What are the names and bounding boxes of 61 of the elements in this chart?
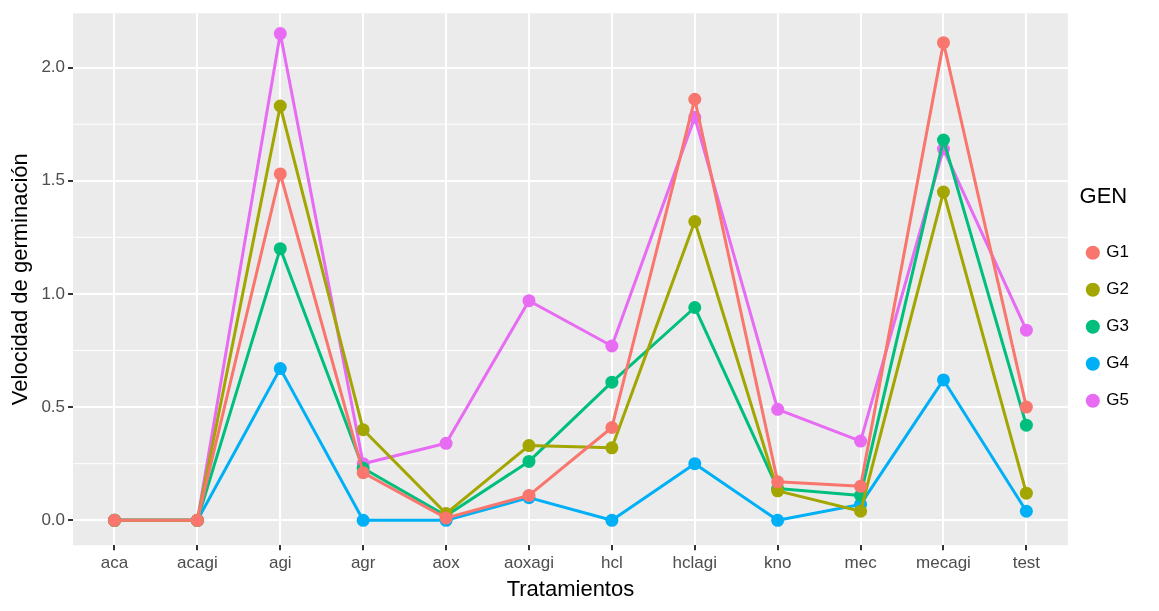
x-axis-title: Tratamientos (506, 575, 635, 601)
legend-label: G3 (1106, 316, 1130, 336)
point (1019, 418, 1033, 432)
point (1019, 323, 1033, 337)
x-tick-label: agi (268, 553, 292, 573)
x-tick-label: test (1012, 553, 1041, 573)
x-tick-label: acagi (177, 553, 218, 573)
point (605, 420, 619, 434)
x-tick-label: kno (763, 553, 792, 573)
point (605, 375, 619, 389)
legend-label: G4 (1106, 353, 1130, 373)
point (854, 479, 868, 493)
point (356, 423, 370, 437)
legend-label: G1 (1106, 242, 1130, 262)
y-tick-label: 0.5 (41, 396, 66, 416)
y-axis-title: Velocidad de germinación (7, 153, 33, 406)
x-tick-label: aoxagi (503, 553, 555, 573)
x-tick-label: aca (100, 553, 129, 573)
x-tick-label: mecagi (916, 553, 971, 573)
x-tick-label: mec (844, 553, 878, 573)
point (771, 402, 785, 416)
legend-title: GEN (1079, 182, 1128, 208)
x-tick-label: agr (350, 553, 376, 573)
point (273, 242, 287, 256)
point (1019, 400, 1033, 414)
point (936, 185, 950, 199)
point (273, 362, 287, 376)
point (688, 301, 702, 314)
point (522, 439, 536, 453)
point (771, 513, 785, 527)
point (854, 434, 868, 448)
point (273, 167, 287, 181)
point (854, 504, 868, 518)
y-tick-label: 2.0 (41, 57, 66, 77)
point (936, 36, 950, 50)
point (522, 454, 536, 468)
point (936, 133, 950, 147)
legend-label: G2 (1106, 279, 1130, 299)
y-tick-label: 0.0 (41, 509, 66, 529)
y-tick-label: 1.0 (41, 283, 66, 303)
point (1019, 486, 1033, 500)
point (605, 441, 619, 455)
point (273, 27, 287, 41)
x-tick-label: aox (432, 553, 461, 573)
point (356, 466, 370, 480)
point (688, 457, 702, 471)
point (605, 513, 619, 527)
x-tick-label: hcl (601, 553, 623, 573)
x-tick-label: hclagi (672, 553, 717, 573)
point (273, 99, 287, 113)
point (936, 373, 950, 387)
point (605, 339, 619, 353)
point (356, 513, 370, 527)
point (688, 214, 702, 228)
point (522, 294, 536, 308)
y-tick-label: 1.5 (41, 170, 66, 190)
legend-label: G5 (1106, 390, 1130, 410)
point (688, 92, 702, 106)
point (439, 436, 453, 450)
point (1019, 504, 1033, 518)
point (771, 475, 785, 489)
